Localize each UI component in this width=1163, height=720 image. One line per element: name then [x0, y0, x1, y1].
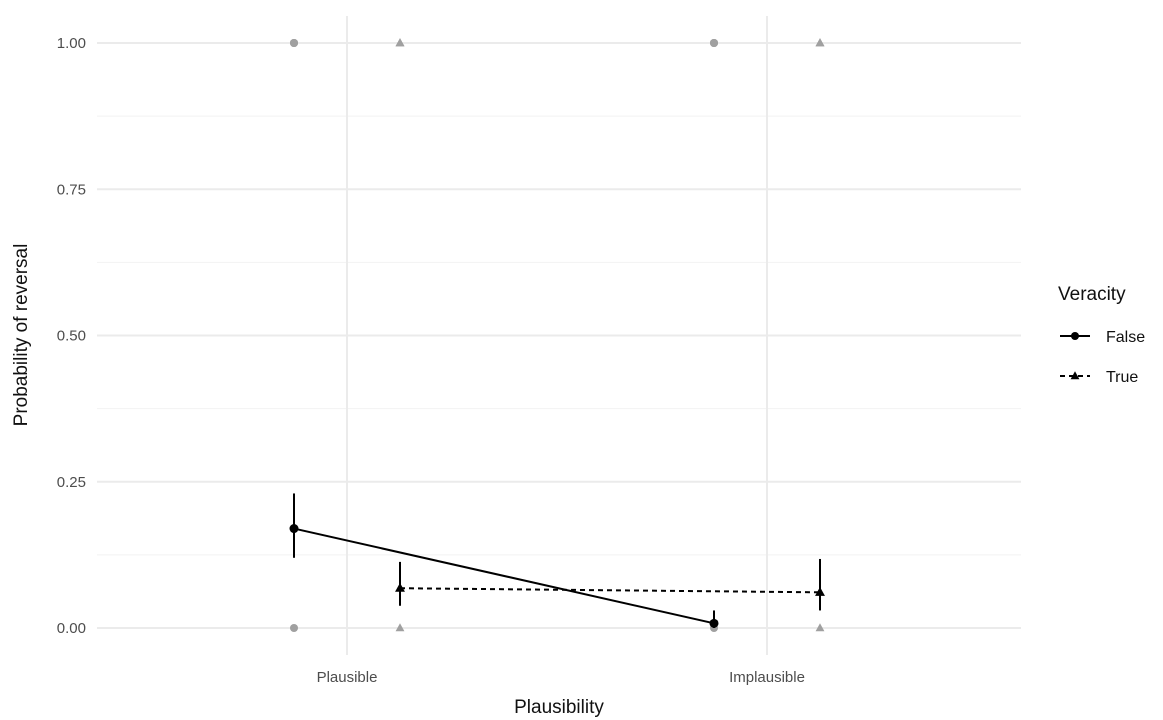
raw-data-point [290, 39, 298, 47]
legend-item-true: True [1060, 369, 1138, 386]
raw-data-point [710, 39, 718, 47]
error-bars [294, 493, 820, 628]
legend-title: Veracity [1058, 284, 1126, 305]
series-line-false [294, 529, 714, 624]
y-tick-labels: 0.00 0.25 0.50 0.75 1.00 [57, 35, 86, 637]
x-tick-label: Plausible [317, 669, 378, 686]
legend-key-marker [1071, 332, 1079, 340]
raw-data-point [290, 624, 298, 632]
legend-label: False [1106, 329, 1145, 346]
x-tick-label: Implausible [729, 669, 805, 686]
data-point-false [290, 524, 299, 533]
legend: Veracity False True [1058, 284, 1145, 386]
y-tick-label: 0.00 [57, 620, 86, 637]
y-tick-label: 1.00 [57, 35, 86, 52]
data-point-false [710, 619, 719, 628]
y-tick-label: 0.25 [57, 474, 86, 491]
legend-item-false: False [1060, 329, 1145, 346]
series-markers [290, 524, 825, 628]
series-line-true [400, 588, 820, 592]
x-tick-labels: Plausible Implausible [317, 669, 805, 686]
x-axis-title: Plausibility [514, 697, 604, 718]
gridlines [97, 16, 1021, 655]
y-tick-label: 0.75 [57, 181, 86, 198]
series-lines [294, 529, 820, 624]
legend-label: True [1106, 369, 1138, 386]
y-tick-label: 0.50 [57, 328, 86, 345]
y-axis-title: Probability of reversal [11, 244, 32, 427]
